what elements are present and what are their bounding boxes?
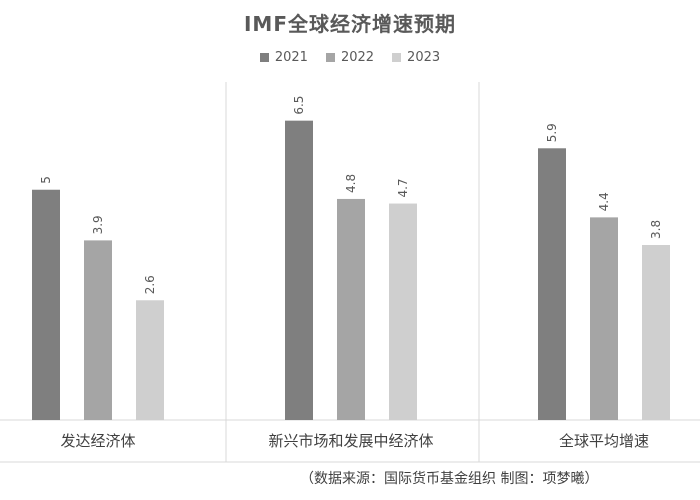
bar-2023-2 — [642, 245, 670, 420]
category-label: 新兴市场和发展中经济体 — [268, 432, 433, 450]
legend-swatch-2022 — [325, 53, 335, 62]
bar-2023-0 — [136, 300, 164, 420]
legend-label-2023: 2023 — [407, 50, 441, 65]
source-note: （数据来源：国际货币基金组织 制图：项梦曦） — [300, 471, 599, 487]
legend-item-2022: 2022 — [325, 50, 375, 65]
value-label: 4.4 — [597, 192, 611, 211]
value-label: 4.7 — [396, 178, 410, 197]
category-label: 全球平均增速 — [559, 432, 649, 450]
value-label: 3.9 — [91, 215, 105, 234]
value-label: 6.5 — [292, 96, 306, 115]
legend: 2021 2022 2023 — [0, 50, 700, 65]
legend-item-2023: 2023 — [392, 50, 440, 65]
legend-label-2022: 2022 — [340, 50, 375, 65]
legend-item-2021: 2021 — [259, 50, 308, 65]
value-label: 2.6 — [143, 275, 157, 294]
bar-2022-1 — [337, 198, 365, 420]
legend-swatch-2021 — [259, 53, 269, 62]
bar-2023-1 — [389, 203, 417, 420]
value-label: 5 — [39, 176, 53, 184]
value-label: 3.8 — [649, 220, 663, 239]
value-label: 5.9 — [545, 123, 559, 142]
bar-2021-2 — [538, 148, 566, 420]
bar-2022-2 — [590, 217, 618, 420]
value-label: 4.8 — [344, 174, 358, 193]
bar-2021-1 — [285, 120, 313, 420]
chart-title: IMF全球经济增速预期 — [243, 12, 456, 36]
category-label: 发达经济体 — [60, 432, 135, 450]
legend-label-2021: 2021 — [274, 50, 308, 65]
bar-2022-0 — [84, 240, 112, 420]
legend-swatch-2023 — [392, 53, 402, 62]
bar-2021-0 — [32, 189, 60, 420]
